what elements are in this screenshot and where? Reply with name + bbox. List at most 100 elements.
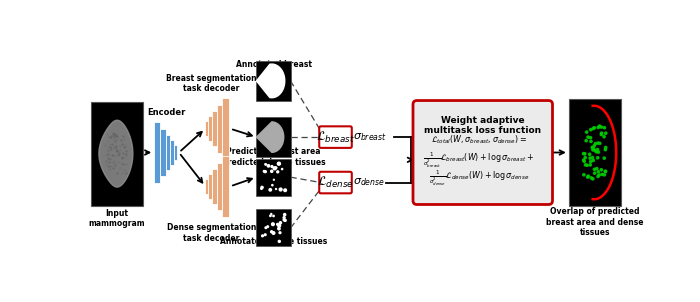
FancyBboxPatch shape bbox=[319, 172, 352, 193]
Circle shape bbox=[586, 164, 588, 166]
Bar bbox=[223, 98, 228, 159]
Circle shape bbox=[265, 227, 267, 229]
Circle shape bbox=[589, 153, 591, 156]
Circle shape bbox=[587, 136, 589, 138]
Circle shape bbox=[265, 234, 266, 236]
Bar bbox=[212, 111, 217, 146]
Circle shape bbox=[279, 222, 281, 224]
Circle shape bbox=[279, 188, 282, 191]
Text: Overlap of predicted
breast area and dense
tissues: Overlap of predicted breast area and den… bbox=[547, 207, 644, 237]
Circle shape bbox=[269, 188, 272, 191]
Circle shape bbox=[603, 127, 606, 129]
Circle shape bbox=[590, 177, 592, 179]
Circle shape bbox=[597, 175, 599, 178]
Circle shape bbox=[604, 170, 607, 172]
Circle shape bbox=[584, 164, 587, 166]
Bar bbox=[170, 140, 174, 165]
Text: $\mathcal{L}_{breast}$: $\mathcal{L}_{breast}$ bbox=[316, 130, 355, 145]
Circle shape bbox=[271, 231, 272, 233]
Circle shape bbox=[592, 147, 594, 149]
Text: Annotated breast: Annotated breast bbox=[235, 60, 312, 69]
Circle shape bbox=[589, 137, 592, 139]
Text: $\frac{1}{\sigma^2_{breast}}\mathcal{L}_{breast}(W) + \log\sigma_{breast} +$: $\frac{1}{\sigma^2_{breast}}\mathcal{L}_… bbox=[424, 151, 534, 170]
Circle shape bbox=[587, 176, 589, 178]
Circle shape bbox=[603, 174, 606, 176]
Circle shape bbox=[583, 160, 585, 162]
Circle shape bbox=[267, 165, 270, 167]
Text: Breast segmentation
task decoder: Breast segmentation task decoder bbox=[166, 74, 257, 93]
Circle shape bbox=[589, 164, 592, 166]
Text: $\mathcal{L}_{total}(W,\sigma_{breast},\sigma_{dense})=$: $\mathcal{L}_{total}(W,\sigma_{breast},\… bbox=[431, 134, 527, 146]
Circle shape bbox=[597, 151, 600, 153]
Circle shape bbox=[585, 131, 588, 133]
Polygon shape bbox=[256, 122, 284, 152]
Circle shape bbox=[594, 143, 596, 145]
Bar bbox=[212, 169, 217, 204]
Bar bbox=[256, 117, 290, 157]
Text: $\frac{1}{\sigma^2_{dense}}\mathcal{L}_{dense}(W) + \log\sigma_{dense}$: $\frac{1}{\sigma^2_{dense}}\mathcal{L}_{… bbox=[428, 169, 529, 188]
Bar bbox=[256, 61, 290, 101]
Circle shape bbox=[271, 170, 273, 172]
Circle shape bbox=[592, 159, 594, 162]
Text: Weight adaptive
multitask loss function: Weight adaptive multitask loss function bbox=[424, 116, 541, 135]
Circle shape bbox=[272, 223, 274, 226]
Circle shape bbox=[591, 146, 594, 149]
Bar bbox=[166, 135, 170, 170]
Circle shape bbox=[278, 227, 280, 230]
Circle shape bbox=[600, 133, 603, 136]
Circle shape bbox=[284, 219, 285, 221]
FancyBboxPatch shape bbox=[319, 126, 352, 148]
Circle shape bbox=[597, 126, 599, 129]
Circle shape bbox=[272, 185, 273, 186]
Circle shape bbox=[600, 126, 603, 128]
Circle shape bbox=[584, 153, 586, 155]
Circle shape bbox=[261, 186, 263, 188]
Bar bbox=[205, 179, 209, 194]
Circle shape bbox=[596, 168, 598, 170]
Circle shape bbox=[600, 169, 603, 171]
Circle shape bbox=[279, 232, 281, 234]
Circle shape bbox=[596, 142, 599, 144]
Circle shape bbox=[603, 157, 606, 159]
Circle shape bbox=[598, 125, 601, 127]
Circle shape bbox=[281, 169, 283, 170]
Circle shape bbox=[278, 224, 281, 227]
Circle shape bbox=[582, 159, 584, 161]
Bar bbox=[223, 156, 228, 217]
Circle shape bbox=[590, 140, 592, 143]
Circle shape bbox=[260, 188, 262, 189]
Circle shape bbox=[279, 240, 280, 243]
Circle shape bbox=[585, 140, 587, 142]
Text: $\sigma_{dense}$: $\sigma_{dense}$ bbox=[354, 177, 386, 188]
Circle shape bbox=[598, 142, 601, 144]
Bar bbox=[209, 116, 212, 141]
Bar bbox=[209, 174, 212, 199]
Bar bbox=[205, 121, 209, 136]
Text: Dense segmentation
task decoder: Dense segmentation task decoder bbox=[167, 223, 256, 243]
Circle shape bbox=[595, 151, 598, 153]
Circle shape bbox=[592, 156, 594, 159]
Circle shape bbox=[284, 214, 286, 216]
Text: Encoder: Encoder bbox=[148, 108, 186, 117]
Circle shape bbox=[601, 132, 603, 134]
Polygon shape bbox=[99, 120, 133, 187]
Bar bbox=[256, 210, 290, 246]
Circle shape bbox=[582, 174, 585, 176]
Circle shape bbox=[584, 156, 587, 159]
Text: Input
mammogram: Input mammogram bbox=[89, 209, 146, 228]
Text: Annotated dense tissues: Annotated dense tissues bbox=[220, 237, 327, 246]
Circle shape bbox=[587, 175, 589, 177]
Circle shape bbox=[605, 146, 607, 149]
Text: Predicted breast area: Predicted breast area bbox=[226, 147, 321, 156]
Circle shape bbox=[605, 132, 607, 134]
Bar bbox=[160, 129, 166, 176]
Circle shape bbox=[603, 136, 606, 138]
Circle shape bbox=[593, 145, 596, 147]
Circle shape bbox=[604, 149, 606, 151]
Circle shape bbox=[593, 127, 596, 129]
Circle shape bbox=[596, 157, 599, 159]
Polygon shape bbox=[256, 64, 285, 98]
Circle shape bbox=[594, 172, 596, 174]
Circle shape bbox=[277, 162, 281, 165]
Circle shape bbox=[272, 232, 275, 234]
